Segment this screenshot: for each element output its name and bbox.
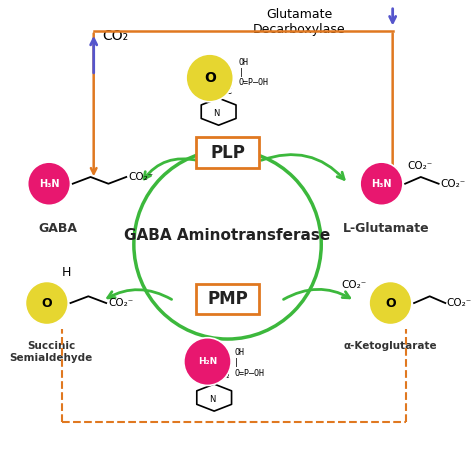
Text: N: N bbox=[209, 395, 215, 405]
Circle shape bbox=[184, 337, 231, 386]
Text: O: O bbox=[42, 297, 52, 309]
Text: N: N bbox=[213, 110, 219, 118]
Text: H₂N: H₂N bbox=[198, 357, 217, 366]
Text: PLP: PLP bbox=[210, 144, 245, 162]
Text: HC: HC bbox=[219, 87, 232, 96]
Text: CO₂⁻: CO₂⁻ bbox=[407, 161, 433, 171]
Text: O: O bbox=[385, 297, 396, 309]
Text: CO₂: CO₂ bbox=[102, 29, 129, 43]
Text: CO₂⁻: CO₂⁻ bbox=[447, 298, 472, 308]
Circle shape bbox=[360, 162, 403, 205]
Text: OH
|
O=P–OH: OH | O=P–OH bbox=[239, 58, 269, 87]
Circle shape bbox=[369, 281, 412, 325]
Text: GABA Aminotransferase: GABA Aminotransferase bbox=[125, 228, 331, 243]
Text: L-Glutamate: L-Glutamate bbox=[343, 222, 429, 235]
Text: CH₂: CH₂ bbox=[214, 371, 230, 380]
FancyBboxPatch shape bbox=[196, 284, 259, 314]
Text: CO₂⁻: CO₂⁻ bbox=[441, 179, 466, 189]
Text: OH
|
O=P–OH: OH | O=P–OH bbox=[234, 348, 264, 378]
Circle shape bbox=[26, 281, 68, 325]
Text: Glutamate
Decarboxylase: Glutamate Decarboxylase bbox=[253, 8, 345, 36]
Text: H₃N: H₃N bbox=[371, 179, 392, 189]
FancyBboxPatch shape bbox=[196, 137, 259, 168]
Text: CO₂⁻: CO₂⁻ bbox=[128, 172, 154, 182]
Text: O: O bbox=[204, 71, 216, 85]
Text: CO₂⁻: CO₂⁻ bbox=[342, 280, 367, 290]
Text: GABA: GABA bbox=[38, 222, 77, 235]
Text: Succinic
Semialdehyde: Succinic Semialdehyde bbox=[9, 341, 93, 363]
Circle shape bbox=[134, 150, 321, 339]
Text: α-Ketoglutarate: α-Ketoglutarate bbox=[344, 341, 437, 352]
Text: H₃N: H₃N bbox=[39, 179, 59, 189]
Text: PMP: PMP bbox=[207, 290, 248, 308]
Text: CO₂⁻: CO₂⁻ bbox=[109, 298, 134, 308]
Circle shape bbox=[186, 54, 233, 102]
Text: H: H bbox=[61, 266, 71, 279]
Circle shape bbox=[27, 162, 71, 205]
